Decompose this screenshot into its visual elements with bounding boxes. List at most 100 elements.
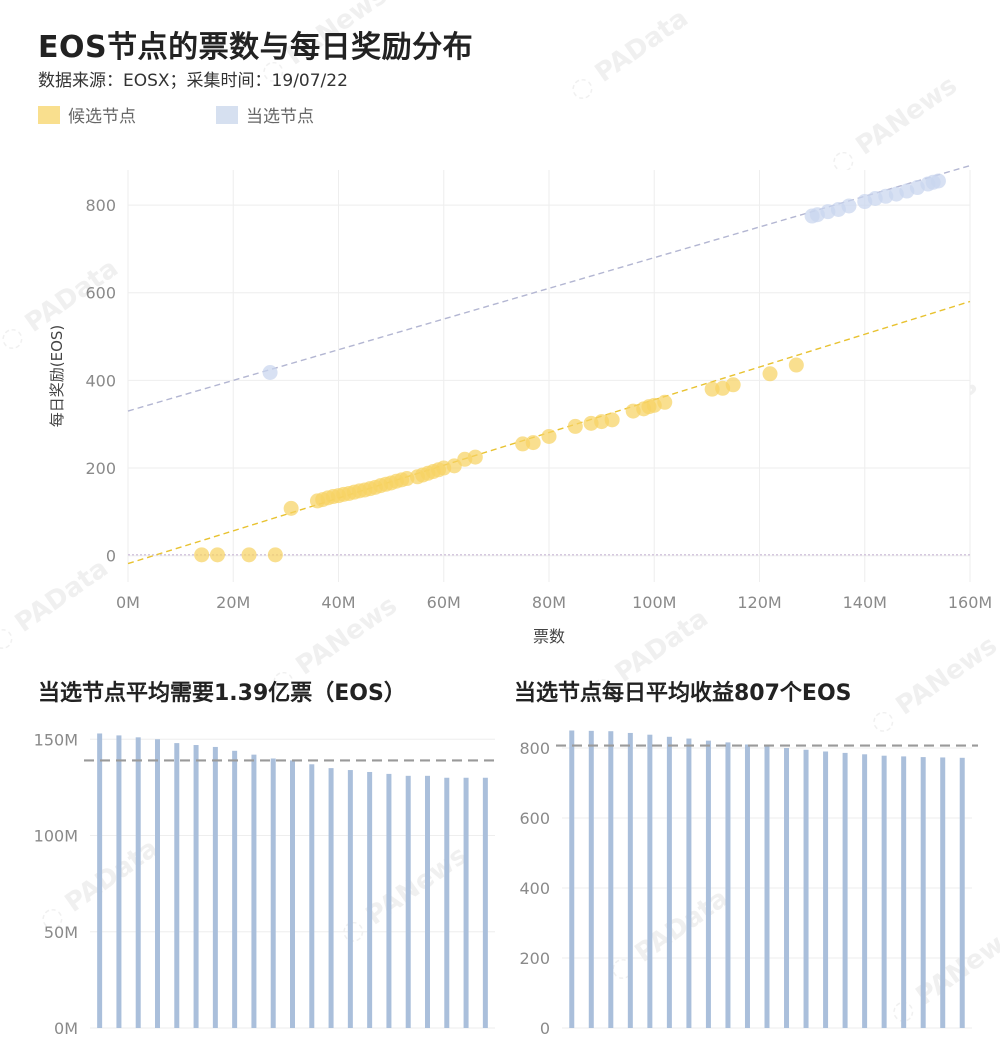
votes-bar <box>425 775 430 1028</box>
reward-bar <box>784 748 790 1028</box>
x-tick-label: 80M <box>532 593 566 612</box>
reward-bar <box>725 742 731 1028</box>
chart-title: EOS节点的票数与每日奖励分布 <box>38 30 474 65</box>
reward-panel-title: 当选节点每日平均收益807个EOS <box>514 681 852 706</box>
reward-y-tick-label: 0 <box>540 1019 550 1038</box>
votes-y-tick-label: 50M <box>44 923 78 942</box>
votes-y-tick-label: 100M <box>34 827 78 846</box>
votes-bar <box>482 777 488 1028</box>
candidate-point <box>209 547 225 563</box>
candidate-point <box>241 547 257 563</box>
votes-bar <box>309 764 315 1028</box>
reward-bar <box>823 751 829 1028</box>
scatter-plot-area: 0M 20M 40M 60M 80M 100M 120M 140M 160M 0 200 400 600… <box>48 164 992 646</box>
votes-bar <box>232 750 238 1028</box>
votes-bar <box>116 735 122 1028</box>
votes-y-tick-label: 150M <box>34 730 78 749</box>
votes-bar <box>270 758 276 1028</box>
votes-panel-title: 当选节点平均需要1.39亿票（EOS） <box>38 681 406 706</box>
reward-bar <box>647 734 653 1028</box>
x-axis-title: 票数 <box>533 627 565 646</box>
x-tick-label: 120M <box>737 593 781 612</box>
votes-plot-area: 0M 50M 100M 150M <box>34 730 500 1038</box>
candidate-point <box>525 435 541 451</box>
legend-item-elected: 当选节点 <box>216 102 314 127</box>
candidate-point <box>541 428 557 444</box>
votes-bar <box>405 775 411 1028</box>
y-tick-label: 800 <box>85 196 116 215</box>
x-tick-label: 140M <box>843 593 887 612</box>
reward-bar <box>940 757 946 1028</box>
candidate-point <box>725 377 741 393</box>
candidate-point <box>567 418 583 434</box>
reward-bar <box>588 730 594 1028</box>
reward-bar <box>920 757 926 1028</box>
votes-bar-chart: 0M 50M 100M 150M <box>34 730 500 1038</box>
x-tick-label: 0M <box>116 593 140 612</box>
x-tick-label: 20M <box>216 593 250 612</box>
legend-label-elected: 当选节点 <box>246 107 314 127</box>
reward-bar <box>686 738 692 1028</box>
candidate-point <box>657 394 673 410</box>
elected-point <box>930 173 946 189</box>
votes-y-tick-label: 0M <box>54 1019 78 1038</box>
votes-bar <box>347 770 353 1028</box>
candidate-point <box>194 547 210 563</box>
votes-bar <box>463 777 469 1028</box>
reward-bar <box>627 732 633 1028</box>
reward-y-tick-label: 600 <box>519 809 550 828</box>
y-tick-label: 600 <box>85 284 116 303</box>
reward-bar <box>901 756 907 1028</box>
x-tick-label: 60M <box>427 593 461 612</box>
votes-bar <box>212 746 218 1028</box>
votes-bar <box>290 760 295 1028</box>
reward-bar <box>862 754 868 1028</box>
votes-bar <box>328 768 334 1028</box>
candidate-point <box>467 449 483 465</box>
votes-bar <box>386 773 392 1028</box>
reward-bar <box>666 736 672 1028</box>
y-tick-label: 200 <box>85 459 116 478</box>
reward-y-tick-label: 200 <box>519 949 550 968</box>
candidate-point <box>604 412 620 428</box>
legend-item-candidate: 候选节点 <box>38 102 136 127</box>
reward-bar <box>881 755 887 1028</box>
reward-y-tick-label: 800 <box>519 739 550 758</box>
chart-subtitle: 数据来源：EOSX；采集时间：19/07/22 <box>38 71 348 91</box>
elected-point <box>841 198 857 214</box>
candidate-point <box>283 500 299 516</box>
y-tick-label: 400 <box>85 371 116 390</box>
x-tick-label: 160M <box>948 593 992 612</box>
reward-bar <box>608 731 614 1028</box>
reward-bar <box>842 752 848 1028</box>
reward-bar <box>764 746 770 1028</box>
votes-bar <box>174 743 180 1028</box>
reward-bar <box>569 730 575 1028</box>
reward-bar <box>744 744 750 1028</box>
reward-plot-area: 0 200 400 600 800 <box>519 730 978 1038</box>
reward-bar-chart: 0 200 400 600 800 <box>519 730 978 1038</box>
reward-bar <box>959 757 965 1028</box>
legend-label-candidate: 候选节点 <box>68 107 136 127</box>
reward-bar <box>803 749 809 1028</box>
votes-bar <box>251 754 257 1028</box>
votes-bar <box>367 771 373 1028</box>
votes-bar <box>97 733 103 1028</box>
y-axis-title: 每日奖励(EOS) <box>48 325 66 428</box>
votes-bar <box>193 745 199 1028</box>
x-tick-label: 100M <box>632 593 676 612</box>
votes-bar <box>135 737 141 1028</box>
legend-swatch-candidate <box>38 105 60 124</box>
scatter-chart: 0M 20M 40M 60M 80M 100M 120M 140M 160M 0 200 400 600… <box>48 164 992 646</box>
candidate-point <box>788 357 804 373</box>
reward-y-tick-label: 400 <box>519 879 550 898</box>
x-tick-label: 40M <box>321 593 355 612</box>
y-tick-label: 0 <box>106 547 116 566</box>
legend-swatch-elected <box>216 105 238 124</box>
candidate-point <box>267 547 283 563</box>
legend: 候选节点 当选节点 <box>38 102 438 127</box>
elected-point <box>262 364 278 380</box>
votes-bar <box>155 739 160 1028</box>
reward-bar <box>705 740 711 1028</box>
candidate-point <box>762 366 778 382</box>
